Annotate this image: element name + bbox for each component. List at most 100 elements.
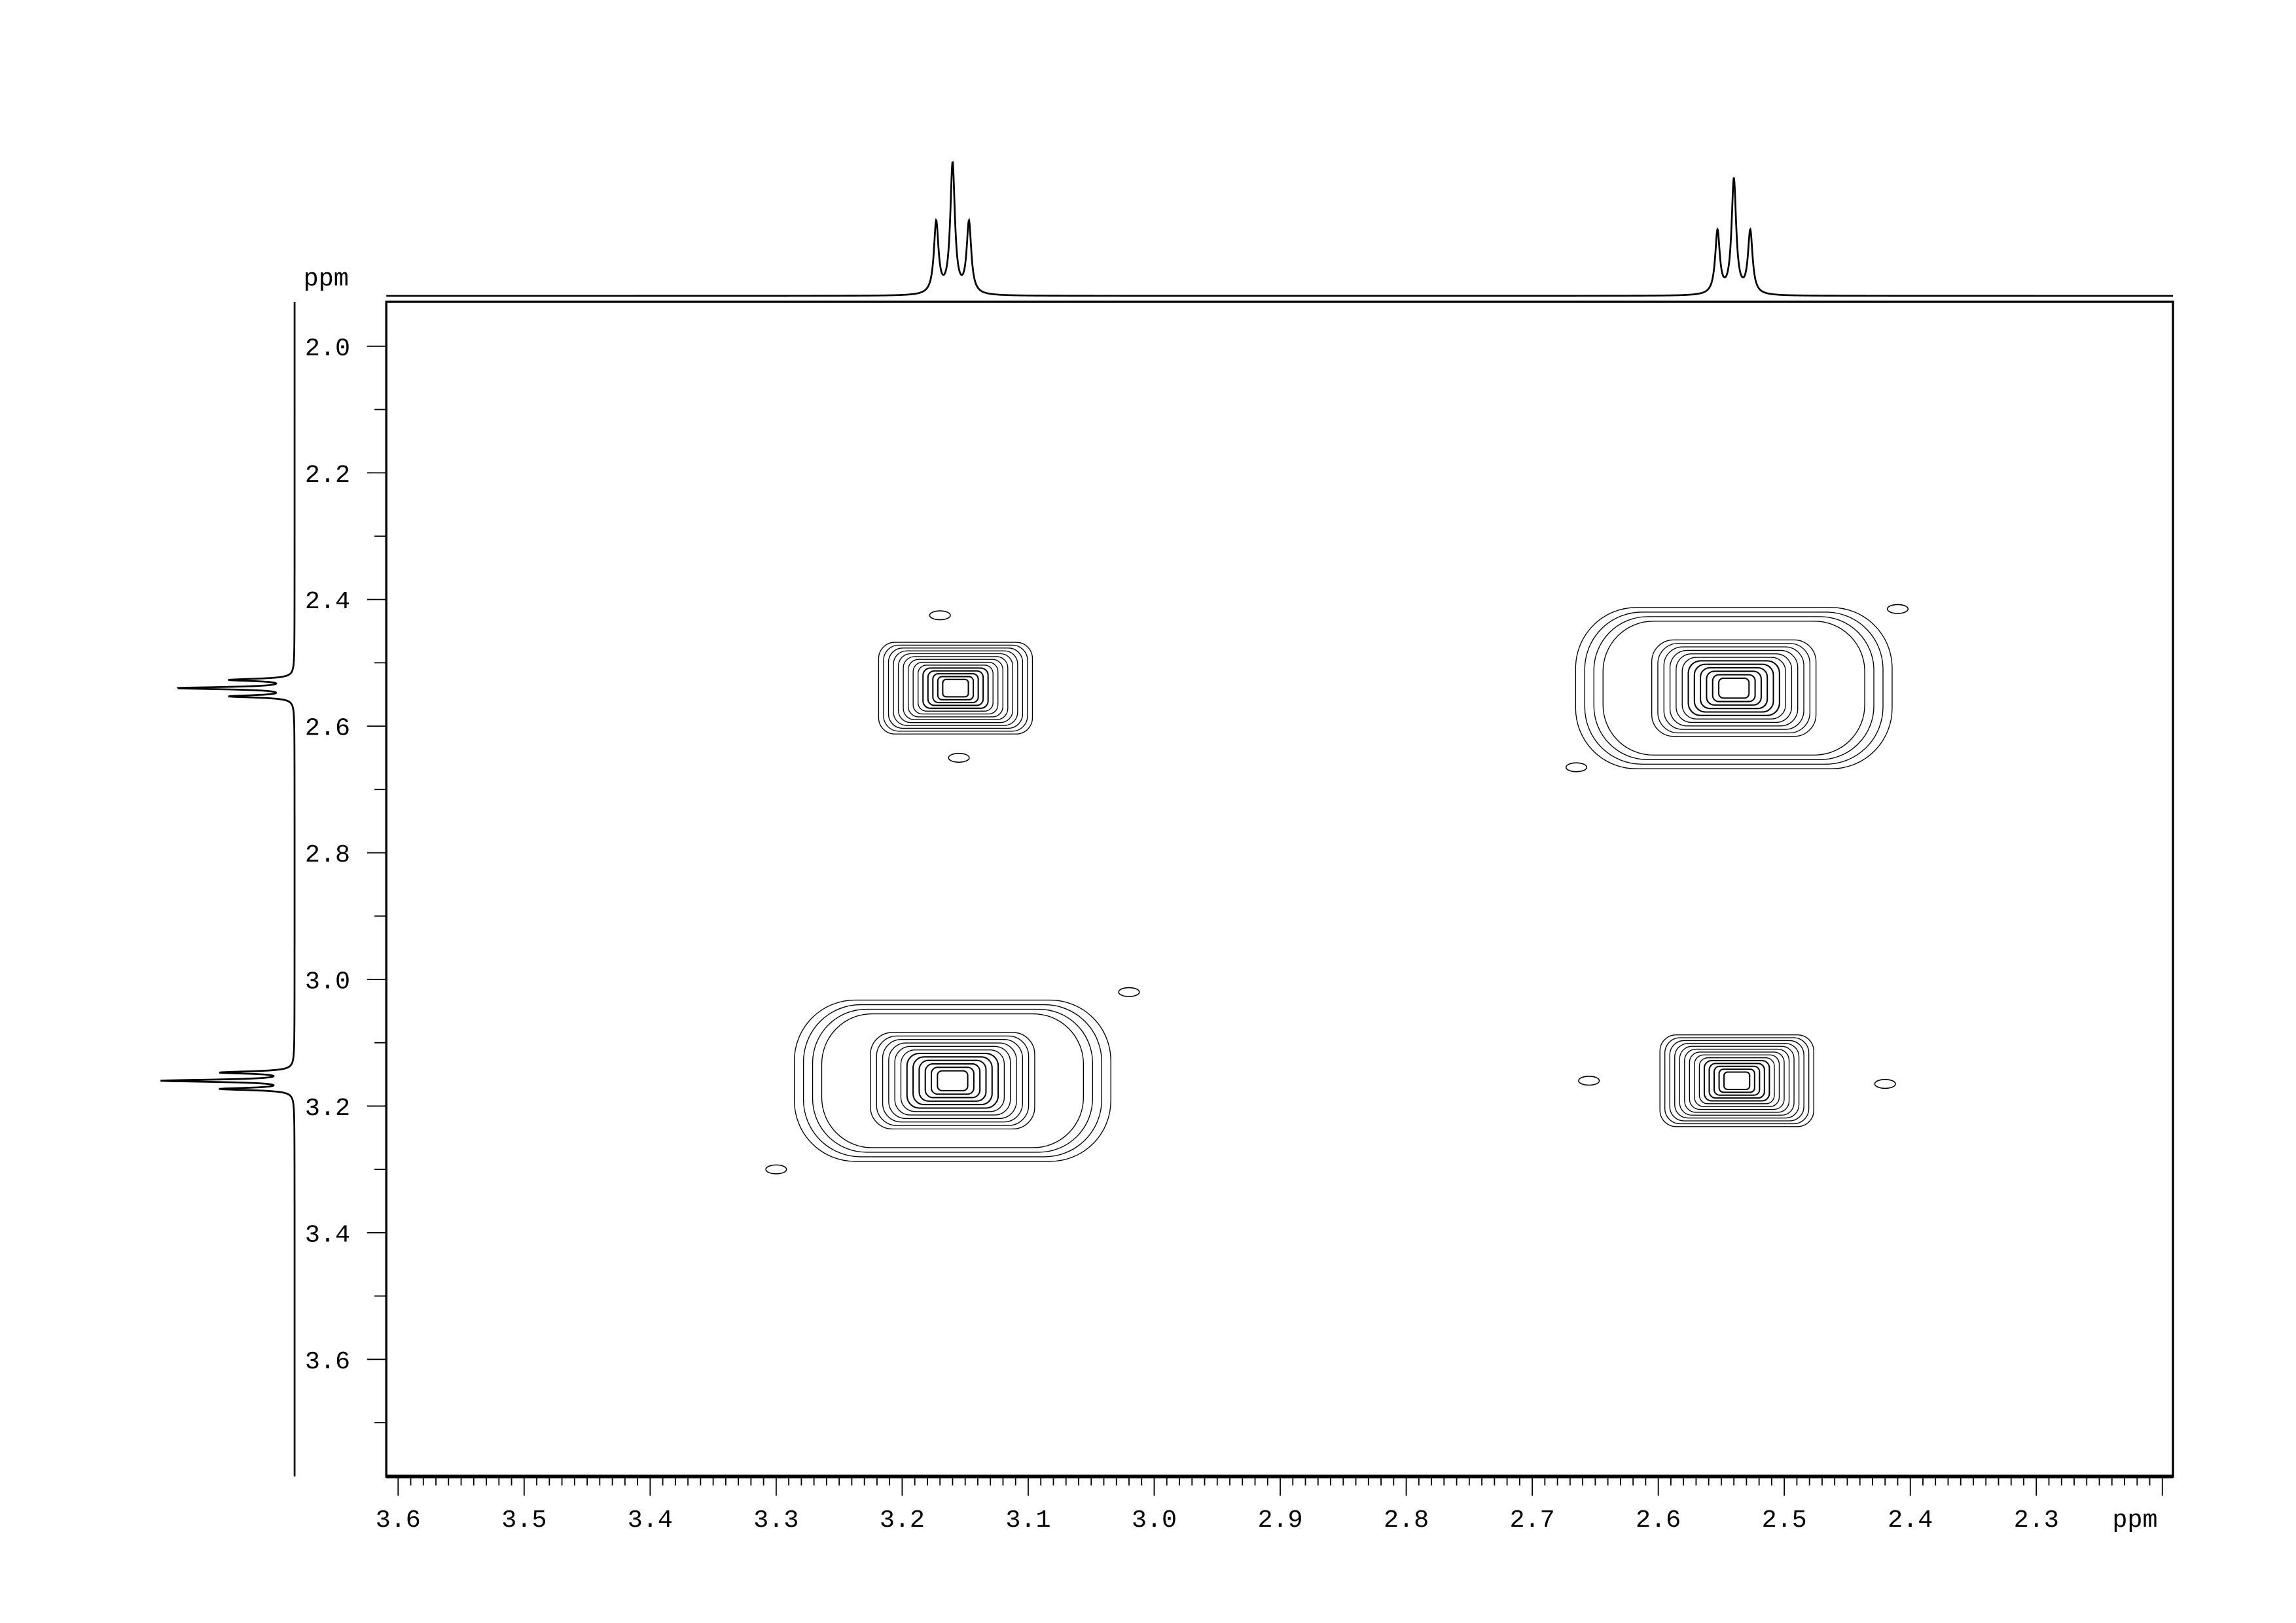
- contour-line: [894, 1046, 1011, 1116]
- y-tick-label: 3.6: [305, 1347, 350, 1376]
- x-tick-label: 2.4: [1888, 1506, 1933, 1535]
- contour-line: [903, 656, 1009, 720]
- x-tick-label: 2.3: [2014, 1506, 2059, 1535]
- contour-line: [927, 670, 984, 706]
- peak-diagonal: [793, 999, 1111, 1162]
- contour-line: [1669, 1040, 1804, 1122]
- contour-line: [882, 1039, 1023, 1123]
- y-tick-label: 2.6: [305, 714, 350, 743]
- contour-line: [907, 659, 1003, 718]
- contour-line: [793, 999, 1111, 1162]
- minor-contour: [1118, 987, 1140, 997]
- x-tick-label: 2.6: [1636, 1506, 1681, 1535]
- contour-line: [1723, 1071, 1751, 1091]
- peak-cross: [1659, 1034, 1814, 1127]
- minor-contour: [1886, 604, 1909, 614]
- top-projection-spectrum: [386, 161, 2174, 297]
- x-tick-label: 3.6: [376, 1506, 421, 1535]
- contour-line: [918, 665, 994, 712]
- contour-line: [883, 644, 1028, 732]
- contour-line: [1694, 1054, 1780, 1107]
- contour-line: [878, 642, 1033, 735]
- contour-line: [1718, 677, 1750, 699]
- y-tick-label: 3.0: [305, 968, 350, 996]
- contour-line: [1693, 663, 1774, 713]
- contour-line: [932, 673, 979, 704]
- contour-line: [1651, 639, 1817, 737]
- contour-line: [1708, 1063, 1765, 1099]
- y-tick-label: 3.2: [305, 1094, 350, 1123]
- contour-line: [1713, 1065, 1761, 1096]
- y-axis-label: ppm: [304, 264, 349, 293]
- contour-line: [942, 678, 969, 698]
- contour-line: [802, 1004, 1102, 1158]
- x-axis-label: ppm: [2112, 1506, 2157, 1535]
- minor-contour: [765, 1164, 787, 1175]
- contour-line: [1669, 649, 1799, 727]
- y-tick-label: 2.4: [305, 587, 350, 616]
- x-tick-label: 2.9: [1257, 1506, 1302, 1535]
- y-axis: 2.0 2.2 2.4 2.6 2.8 3.0 3.2 3.4 3.6: [305, 334, 387, 1423]
- x-tick-label: 2.7: [1510, 1506, 1555, 1535]
- contour-line: [1718, 1068, 1755, 1093]
- y-tick-label: 3.4: [305, 1220, 350, 1249]
- contour-line: [1689, 1051, 1785, 1110]
- x-axis: 3.6 3.5 3.4 3.3 3.2 3.1 3.0 2.9 2.8 2.7 2.6 2.5 2.4 2…: [376, 1474, 2174, 1535]
- contour-line: [1663, 646, 1804, 730]
- y-tick-label: 2.8: [305, 841, 350, 869]
- contour-line: [1706, 670, 1762, 706]
- contour-line: [937, 676, 975, 701]
- minor-contour: [1565, 762, 1588, 773]
- contour-line: [888, 647, 1024, 729]
- x-tick-label: 3.1: [1005, 1506, 1050, 1535]
- contour-line: [821, 1013, 1085, 1148]
- contour-line: [900, 1049, 1005, 1112]
- minor-contour: [929, 610, 951, 621]
- contour-line: [1700, 666, 1768, 710]
- contour-line: [1679, 1046, 1795, 1116]
- contour-line: [812, 1008, 1093, 1153]
- contour-line: [1584, 611, 1884, 765]
- plot-frame: [385, 301, 2174, 1478]
- contour-line: [1602, 621, 1865, 756]
- x-tick-label: 3.3: [753, 1506, 798, 1535]
- left-projection-spectrum: [160, 301, 296, 1477]
- x-tick-label: 3.2: [880, 1506, 925, 1535]
- contour-line: [1659, 1034, 1814, 1127]
- contour-line: [1593, 616, 1874, 760]
- contour-line: [912, 661, 999, 715]
- minor-contour: [1874, 1079, 1896, 1089]
- contour-line: [937, 1070, 969, 1091]
- contour-line: [1684, 1048, 1790, 1113]
- contour-line: [924, 1063, 981, 1099]
- x-tick-label: 3.5: [501, 1506, 547, 1535]
- x-tick-label: 2.5: [1762, 1506, 1807, 1535]
- contour-line: [1712, 674, 1756, 702]
- contour-layer: [765, 604, 1909, 1175]
- contour-line: [912, 1056, 993, 1106]
- x-tick-label: 3.4: [628, 1506, 673, 1535]
- contour-line: [1676, 653, 1793, 723]
- contour-line: [1698, 1057, 1775, 1104]
- contour-line: [922, 667, 989, 709]
- contour-line: [888, 1042, 1017, 1120]
- contour-line: [893, 650, 1018, 726]
- contour-line: [876, 1035, 1030, 1126]
- x-tick-label: 3.0: [1132, 1506, 1177, 1535]
- contour-line: [1657, 643, 1811, 734]
- contour-line: [1664, 1037, 1810, 1125]
- contour-line: [1575, 607, 1893, 769]
- contour-line: [870, 1032, 1035, 1130]
- contour-line: [918, 1059, 987, 1102]
- x-tick-label: 2.8: [1384, 1506, 1429, 1535]
- y-tick-label: 2.2: [305, 461, 350, 490]
- peak-diagonal: [1575, 607, 1893, 769]
- y-tick-label: 2.0: [305, 334, 350, 363]
- contour-line: [930, 1067, 975, 1095]
- contour-line: [1687, 660, 1780, 716]
- minor-contour: [948, 752, 970, 763]
- contour-line: [906, 1052, 999, 1109]
- contour-line: [1703, 1059, 1770, 1102]
